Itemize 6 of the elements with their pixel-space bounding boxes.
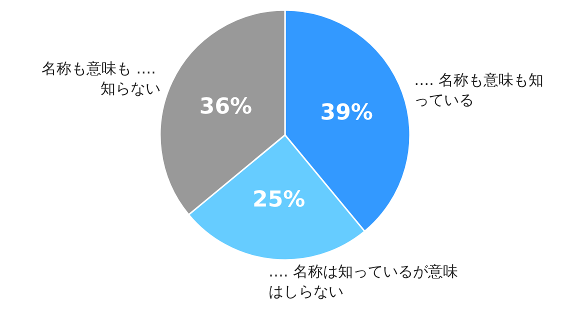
data-label: 39% xyxy=(320,100,373,126)
slice-label: …. 名称は知っているが意味はしらない xyxy=(268,262,458,300)
slice-label: …. 名称も意味も知っている xyxy=(414,70,544,109)
data-label: 36% xyxy=(199,94,252,120)
slice-label: 名称も意味も …. 知らない xyxy=(41,59,161,98)
data-label: 25% xyxy=(252,188,306,213)
